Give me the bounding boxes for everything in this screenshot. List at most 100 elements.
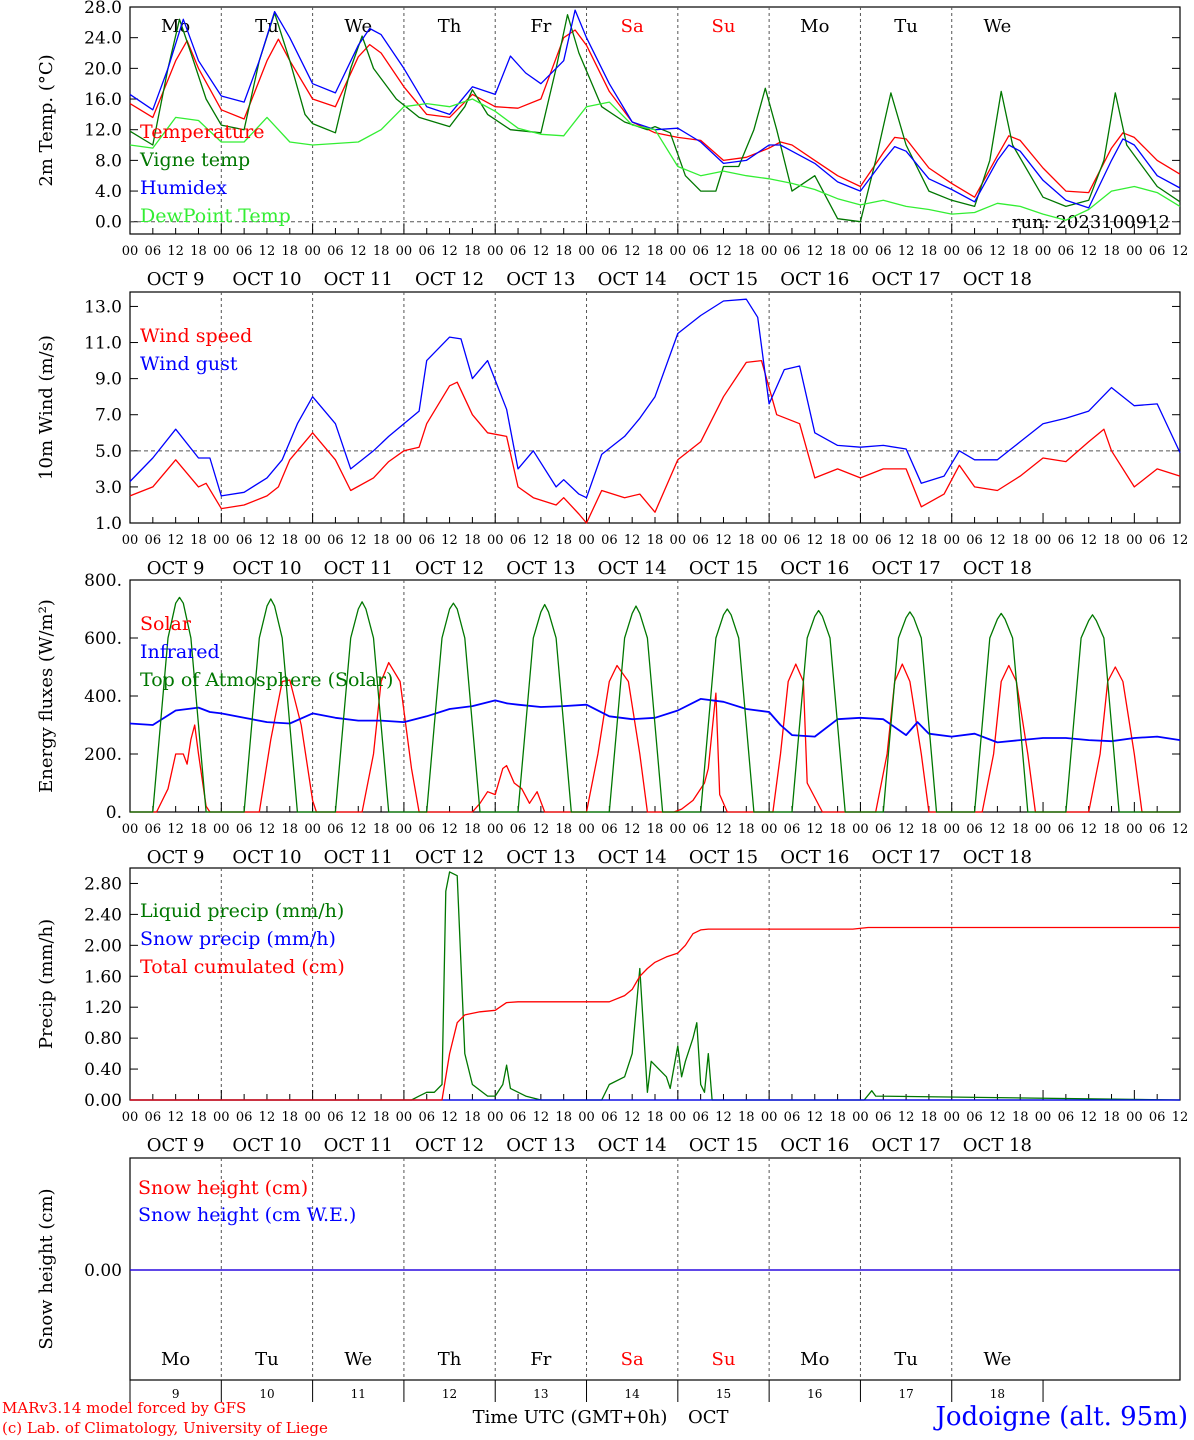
y-tick-label: 16.0 [84,90,122,110]
x-day-label: OCT 11 [324,1135,393,1156]
x-hour-label: 12 [624,533,641,548]
x-hour-label: 18 [282,244,299,259]
x-hour-label: 18 [190,533,207,548]
x-hour-label: 18 [738,533,755,548]
x-hour-label: 00 [487,1110,504,1125]
x-hour-label: 06 [418,533,435,548]
x-day-label: OCT 18 [963,269,1032,290]
x-hour-label: 12 [989,533,1006,548]
x-day-label: OCT 12 [415,558,484,579]
x-hour-label: 12 [715,822,732,837]
x-hour-label: 12 [898,244,915,259]
x-hour-label: 12 [441,1110,458,1125]
x-hour-label: 12 [807,1110,824,1125]
x-hour-label: 00 [487,533,504,548]
x-hour-label: 00 [1126,822,1143,837]
x-hour-label: 18 [738,1110,755,1125]
weekday-label: Fr [530,16,551,37]
legend-entry: DewPoint Temp [140,205,291,227]
x-hour-label: 12 [259,1110,276,1125]
day-number-label: 13 [533,1387,548,1401]
x-hour-label: 00 [487,822,504,837]
x-day-label: OCT 16 [780,847,849,868]
x-hour-label: 00 [761,1110,778,1125]
x-hour-label: 06 [236,533,253,548]
x-day-label: OCT 9 [147,847,205,868]
x-hour-label: 18 [555,822,572,837]
x-hour-label: 00 [1035,244,1052,259]
y-tick-label: 400. [84,687,122,707]
x-hour-label: 12 [1080,1110,1097,1125]
weekday-label: Tu [255,1349,279,1370]
y-tick-label: 200. [84,745,122,765]
weekday-label: Tu [255,16,279,37]
x-hour-label: 06 [236,1110,253,1125]
y-tick-label: 1.20 [84,998,122,1018]
y-axis-label: Precip (mm/h) [36,919,57,1049]
x-hour-label: 12 [533,1110,550,1125]
x-hour-label: 06 [966,1110,983,1125]
x-day-label: OCT 15 [689,558,758,579]
x-hour-label: 18 [921,1110,938,1125]
legend-entry: Total cumulated (cm) [140,956,345,978]
x-hour-label: 06 [236,244,253,259]
day-number-label: 12 [442,1387,457,1401]
x-hour-label: 06 [1058,533,1075,548]
x-hour-label: 12 [533,244,550,259]
x-hour-label: 12 [715,244,732,259]
x-hour-label: 12 [350,244,367,259]
x-hour-label: 12 [441,244,458,259]
x-hour-label: 18 [1012,244,1029,259]
x-hour-label: 06 [784,244,801,259]
x-hour-label: 06 [1058,822,1075,837]
y-tick-label: 8.0 [95,151,122,171]
x-hour-label: 18 [647,822,664,837]
x-hour-label: 12 [350,822,367,837]
x-day-label: OCT 13 [506,847,575,868]
y-tick-label: 9.0 [95,370,122,390]
weekday-label: Fr [530,1349,551,1370]
x-hour-label: 00 [304,533,321,548]
x-hour-label: 06 [327,822,344,837]
y-tick-label: 1.60 [84,967,122,987]
x-hour-label: 00 [670,244,687,259]
x-hour-label: 06 [692,533,709,548]
x-hour-label: 06 [1058,1110,1075,1125]
x-hour-label: 18 [738,822,755,837]
x-hour-label: 06 [875,822,892,837]
x-hour-label: 18 [1012,1110,1029,1125]
x-hour-label: 00 [213,822,230,837]
x-hour-label: 12 [1080,822,1097,837]
x-hour-label: 06 [601,244,618,259]
x-hour-label: 12 [167,822,184,837]
x-hour-label: 00 [213,1110,230,1125]
x-hour-label: 06 [966,244,983,259]
x-hour-label: 06 [145,244,162,259]
x-hour-label: 18 [373,822,390,837]
x-hour-label: 06 [875,533,892,548]
x-hour-label: 00 [122,1110,139,1125]
y-tick-label: 24.0 [84,29,122,49]
series-line-top-of-atmosphere-solar [130,596,1180,813]
x-hour-label: 18 [464,533,481,548]
x-hour-label: 00 [852,244,869,259]
x-day-label: OCT 12 [415,269,484,290]
legend-entry: Liquid precip (mm/h) [140,900,344,922]
x-hour-label: 18 [190,1110,207,1125]
x-hour-label: 06 [236,822,253,837]
x-day-label: OCT 18 [963,1135,1032,1156]
x-hour-label: 00 [578,822,595,837]
y-tick-label: 0.00 [84,1091,122,1111]
x-day-label: OCT 15 [689,1135,758,1156]
x-hour-label: 18 [555,533,572,548]
series-line-solar [130,661,1180,813]
x-hour-label: 18 [647,1110,664,1125]
legend-entry: Snow precip (mm/h) [140,928,336,950]
y-tick-label: 800. [84,571,122,591]
x-hour-label: 00 [304,244,321,259]
weekday-label: We [344,16,372,37]
x-hour-label: 00 [578,1110,595,1125]
x-hour-label: 06 [601,533,618,548]
x-hour-label: 00 [761,533,778,548]
x-hour-label: 06 [875,1110,892,1125]
